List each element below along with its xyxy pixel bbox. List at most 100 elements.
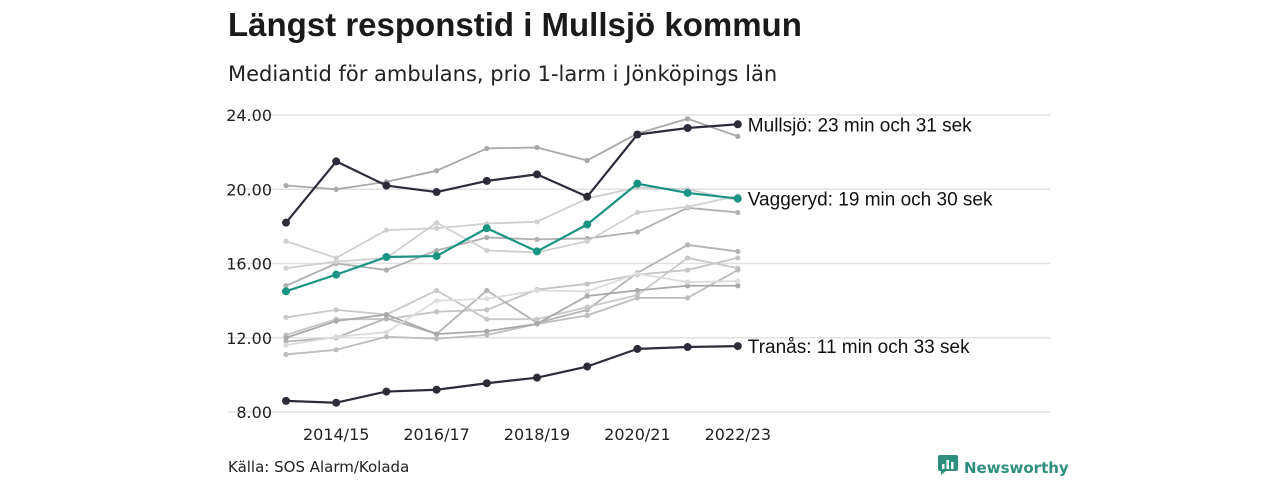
background-series-point [584, 281, 590, 287]
background-series-point [333, 334, 339, 340]
series-tran-s-point [382, 387, 391, 396]
background-series-point [333, 255, 339, 261]
background-series-point [484, 332, 490, 338]
background-series-point [584, 293, 590, 299]
background-series-point [434, 331, 440, 337]
brand-logo[interactable]: Newsworthy [938, 455, 1069, 480]
background-series-point [685, 279, 691, 285]
y-tick-label: 8.00 [236, 403, 272, 422]
background-series-line [285, 272, 738, 347]
background-series-point [383, 311, 389, 318]
background-series-point [534, 144, 540, 151]
series-tran-s-point [733, 342, 742, 351]
background-series-point [685, 204, 691, 210]
series-mullsj--line [285, 123, 738, 224]
x-tick-label: 2018/19 [504, 425, 570, 444]
background-series-line [285, 284, 738, 339]
series-tran-s-point [633, 344, 642, 353]
background-series-point [333, 307, 339, 313]
x-tick-label: 2016/17 [403, 425, 469, 444]
series-tran-s-point [282, 396, 290, 405]
source-note: Källa: SOS Alarm/Kolada [228, 458, 410, 476]
background-series-point [534, 287, 540, 294]
series-vaggeryd-point [432, 252, 441, 261]
background-series-point [383, 329, 389, 335]
background-series-point [534, 219, 540, 225]
background-series-point [484, 287, 490, 294]
series-vaggeryd-point [683, 188, 692, 197]
background-series-point [534, 321, 540, 327]
series-tran-s-point [533, 373, 541, 382]
background-series-point [434, 336, 440, 342]
background-series-point [283, 238, 289, 244]
background-series-line [285, 194, 738, 270]
series-labels: Mullsjö: 23 min och 31 sek Vaggeryd: 19 m… [748, 115, 993, 358]
brand-name: Newsworthy [964, 458, 1069, 477]
background-series-line [285, 186, 738, 259]
background-series-point [283, 283, 289, 289]
background-series-point [434, 309, 440, 315]
background-series-point [735, 278, 741, 284]
y-tick-label: 12.00 [226, 329, 272, 348]
background-series-point [634, 287, 641, 294]
background-series-point [333, 318, 339, 324]
background-series-point [584, 157, 590, 164]
series-mullsj--point [482, 176, 491, 185]
background-series-point [685, 116, 691, 122]
background-series-point [484, 234, 490, 241]
background-series-point [685, 255, 691, 261]
background-series-point [634, 229, 641, 235]
series-mullsj--point [683, 123, 692, 132]
background-series-point [484, 247, 490, 254]
y-tick-label: 16.00 [226, 255, 272, 274]
background-series-point [735, 248, 741, 255]
background-series-line [285, 206, 738, 287]
background-series-point [434, 168, 440, 174]
background-series-point [434, 220, 440, 226]
background-series-point [333, 259, 339, 265]
y-tick-label: 24.00 [226, 106, 272, 125]
background-series-point [634, 295, 641, 301]
x-axis-ticks: 2014/15 2016/17 2018/19 2020/21 2022/23 [303, 425, 771, 444]
background-series-point [383, 334, 389, 340]
x-tick-label: 2014/15 [303, 425, 369, 444]
background-series-line [285, 244, 738, 343]
background-series-group [283, 116, 741, 358]
background-series-point [735, 267, 741, 273]
background-series-point [383, 227, 389, 233]
background-series-point [584, 288, 590, 294]
series-tran-s-point [683, 343, 692, 352]
x-tick-label: 2020/21 [604, 425, 670, 444]
series-vaggeryd-point [482, 224, 491, 233]
background-series-point [735, 283, 741, 289]
background-series-point [634, 271, 641, 277]
background-series-line [285, 257, 739, 336]
background-series-point [584, 304, 590, 310]
series-vaggeryd-point [282, 287, 290, 296]
background-series-point [333, 186, 339, 192]
background-series-point [333, 347, 339, 353]
y-axis-ticks: 8.00 12.00 16.00 20.00 24.00 [226, 106, 272, 422]
newsworthy-logo-icon [938, 455, 958, 480]
series-mullsj--point [533, 170, 541, 179]
series-mullsj--point [432, 188, 441, 197]
series-mullsj--point [332, 157, 341, 166]
series-tran-s-point [432, 385, 441, 394]
background-series-point [685, 242, 691, 248]
series-mullsj--point [282, 218, 290, 227]
background-series-point [283, 342, 289, 348]
background-series-point [634, 209, 641, 216]
series-tran-s-point [482, 379, 491, 388]
background-series-point [283, 351, 289, 358]
series-vaggeryd-point [733, 194, 742, 203]
background-series-point [735, 209, 741, 216]
background-series-line [285, 117, 739, 191]
series-mullsj--point [382, 181, 391, 190]
series-vaggeryd-line [285, 182, 738, 293]
chart-title: Längst responstid i Mullsjö kommun [228, 6, 802, 43]
background-series-point [534, 236, 540, 242]
background-series-point [484, 328, 490, 334]
background-series-point [434, 225, 440, 231]
background-series-point [685, 283, 691, 289]
